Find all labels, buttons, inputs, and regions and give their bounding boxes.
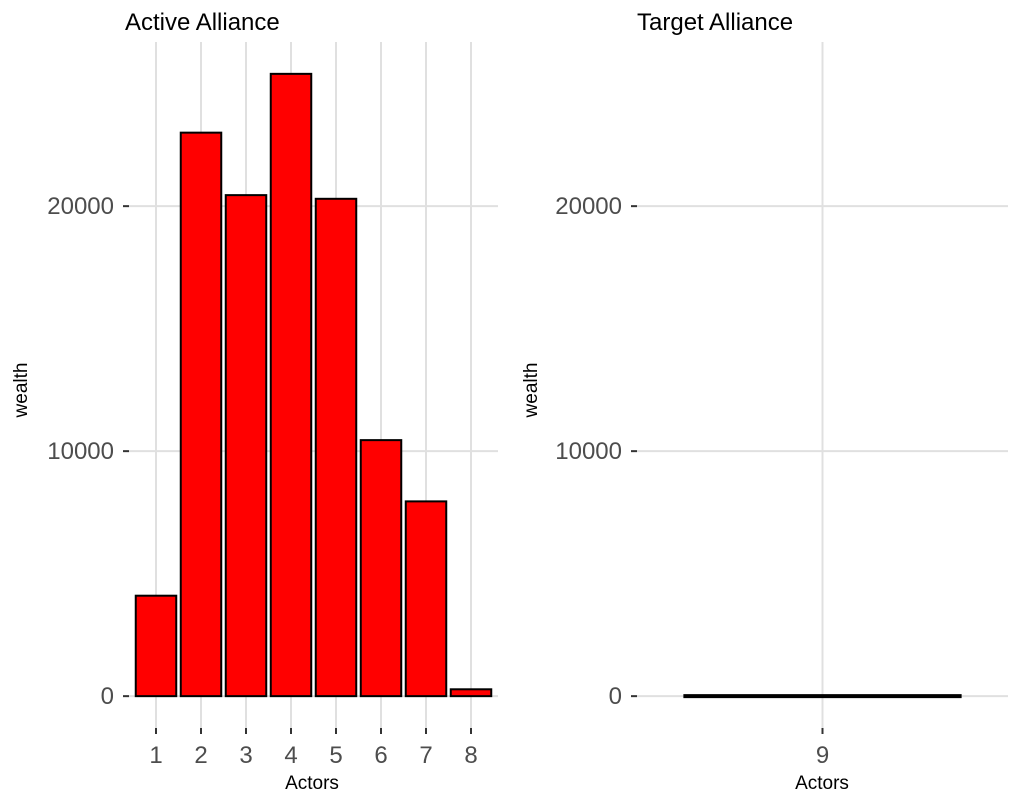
x-axis: 1 2 3 4 5 6 7 8 bbox=[149, 728, 478, 769]
y-axis: 0 10000 20000 bbox=[47, 193, 129, 710]
bar bbox=[314, 197, 358, 698]
y-tick-label: 0 bbox=[101, 683, 114, 710]
y-tick-label: 0 bbox=[609, 683, 622, 710]
x-tick-label: 3 bbox=[239, 742, 252, 769]
x-axis-label: Actors bbox=[795, 773, 849, 794]
bars bbox=[134, 72, 493, 698]
y-tick-label: 10000 bbox=[555, 438, 622, 465]
bar bbox=[449, 688, 493, 698]
x-tick-label: 1 bbox=[149, 742, 162, 769]
y-tick-label: 10000 bbox=[47, 438, 114, 465]
x-tick-label: 4 bbox=[284, 742, 297, 769]
bar bbox=[224, 194, 268, 698]
panel-active-alliance: Active Alliance 0 10000 20000 1 2 3 4 5 6 7 8 Act… bbox=[11, 9, 498, 794]
bar bbox=[269, 72, 313, 698]
y-axis-label: wealth bbox=[521, 363, 542, 419]
y-tick-label: 20000 bbox=[47, 193, 114, 220]
bar bbox=[179, 131, 223, 698]
x-tick-label: 8 bbox=[464, 742, 477, 769]
y-axis: 0 10000 20000 bbox=[555, 193, 637, 710]
x-tick-label: 2 bbox=[194, 742, 207, 769]
chart-title: Target Alliance bbox=[637, 9, 793, 36]
x-tick-label: 9 bbox=[816, 742, 829, 769]
bar bbox=[134, 594, 178, 698]
bar bbox=[359, 439, 403, 698]
chart-title: Active Alliance bbox=[125, 9, 280, 36]
x-axis-label: Actors bbox=[285, 773, 339, 794]
panel-target-alliance: Target Alliance 0 10000 20000 9 Actors wea… bbox=[521, 9, 1008, 794]
x-tick-label: 7 bbox=[419, 742, 432, 769]
x-tick-label: 6 bbox=[374, 742, 387, 769]
x-tick-label: 5 bbox=[329, 742, 342, 769]
grid bbox=[637, 42, 1008, 728]
y-axis-label: wealth bbox=[11, 363, 32, 419]
x-axis: 9 bbox=[816, 728, 829, 769]
bar bbox=[404, 500, 448, 698]
y-tick-label: 20000 bbox=[555, 193, 622, 220]
